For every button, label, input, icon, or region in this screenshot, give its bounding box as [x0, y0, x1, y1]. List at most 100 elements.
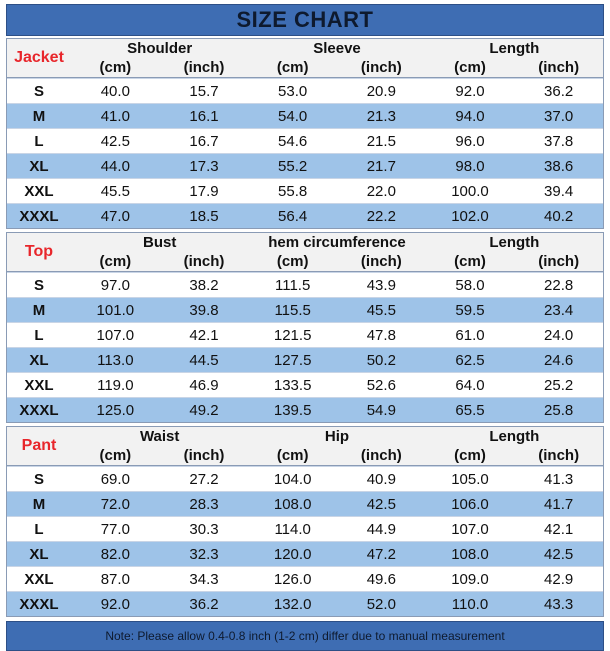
- measurement-cell: 24.6: [544, 351, 574, 369]
- size-label: XXXL: [19, 595, 59, 613]
- measurement-cell: 17.3: [189, 157, 219, 175]
- measurement-cell: 115.5: [274, 301, 311, 319]
- measurement-cell: 104.0: [273, 470, 312, 488]
- column-group: Sleeve (cm) (inch): [248, 39, 425, 77]
- unit-row: (cm) (inch): [71, 252, 248, 271]
- unit-label: (inch): [183, 59, 225, 76]
- measurement-cell: 111.5: [275, 276, 311, 294]
- measurement-cell: 25.8: [544, 401, 574, 419]
- measurement-cell: 45.5: [100, 182, 130, 200]
- measurement-cell: 120.0: [273, 545, 312, 563]
- measurement-cell: 46.9: [189, 376, 219, 394]
- table-row: S 40.0 15.7 53.0 20.9 92.0 36.2: [7, 78, 603, 103]
- measurement-cell: 42.5: [366, 495, 396, 513]
- measurement-cell: 36.2: [544, 82, 574, 100]
- unit-label: (inch): [183, 253, 225, 270]
- unit-row: (cm) (inch): [248, 446, 425, 465]
- column-group: Waist (cm) (inch): [71, 427, 248, 465]
- size-label: XL: [29, 351, 49, 369]
- size-label: L: [34, 520, 44, 538]
- column-group-name: Bust: [142, 234, 177, 251]
- measurement-cell: 42.5: [544, 545, 574, 563]
- measurement-cell: 47.2: [366, 545, 396, 563]
- chart-title-text: SIZE CHART: [236, 7, 374, 32]
- measurement-cell: 41.3: [544, 470, 574, 488]
- measurement-cell: 15.7: [189, 82, 219, 100]
- table-row: L 77.0 30.3 114.0 44.9 107.0 42.1: [7, 516, 603, 541]
- measurement-cell: 39.8: [189, 301, 219, 319]
- measurement-cell: 108.0: [451, 545, 489, 563]
- column-group-name: Length: [489, 234, 540, 251]
- measurement-cell: 16.1: [189, 107, 219, 125]
- measurement-cell: 22.8: [544, 276, 574, 294]
- measurement-cell: 30.3: [189, 520, 219, 538]
- sections-container: Jacket Shoulder (cm) (inch) Sleeve (cm) (inch)…: [6, 38, 604, 617]
- unit-row: (cm) (inch): [71, 58, 248, 77]
- measurement-cell: 49.2: [189, 401, 219, 419]
- table-row: M 41.0 16.1 54.0 21.3 94.0 37.0: [7, 103, 603, 128]
- measurement-cell: 77.0: [100, 520, 130, 538]
- table-row: XL 82.0 32.3 120.0 47.2 108.0 42.5: [7, 541, 603, 566]
- unit-label: (cm): [454, 59, 486, 76]
- measurement-note-text: Note: Please allow 0.4-0.8 inch (1-2 cm)…: [105, 629, 505, 643]
- size-label: XXXL: [19, 401, 59, 419]
- table-row: XXL 119.0 46.9 133.5 52.6 64.0 25.2: [7, 372, 603, 397]
- table-row: L 107.0 42.1 121.5 47.8 61.0 24.0: [7, 322, 603, 347]
- size-chart: SIZE CHART Jacket Shoulder (cm) (inch) Sleev…: [6, 4, 604, 651]
- measurement-cell: 43.9: [366, 276, 396, 294]
- unit-row: (cm) (inch): [426, 446, 603, 465]
- measurement-cell: 113.0: [97, 351, 134, 369]
- table-row: XXXL 125.0 49.2 139.5 54.9 65.5 25.8: [7, 397, 603, 422]
- unit-label: (inch): [360, 447, 402, 464]
- column-group: Hip (cm) (inch): [248, 427, 425, 465]
- unit-row: (cm) (inch): [71, 446, 248, 465]
- measurement-cell: 121.5: [273, 326, 312, 344]
- measurement-cell: 82.0: [100, 545, 130, 563]
- size-label: XL: [29, 157, 49, 175]
- size-label: S: [33, 470, 44, 488]
- measurement-cell: 44.9: [366, 520, 396, 538]
- measurement-cell: 65.5: [455, 401, 485, 419]
- measurement-cell: 69.0: [100, 470, 130, 488]
- measurement-cell: 107.0: [96, 326, 135, 344]
- column-group: Shoulder (cm) (inch): [71, 39, 248, 77]
- measurement-cell: 132.0: [273, 595, 312, 613]
- table-row: XXL 45.5 17.9 55.8 22.0 100.0 39.4: [7, 178, 603, 203]
- unit-label: (inch): [538, 253, 580, 270]
- unit-label: (cm): [99, 59, 132, 76]
- measurement-cell: 58.0: [455, 276, 485, 294]
- measurement-cell: 126.0: [273, 570, 312, 588]
- table-row: XXXL 47.0 18.5 56.4 22.2 102.0 40.2: [7, 203, 603, 228]
- measurement-cell: 45.5: [366, 301, 396, 319]
- column-group: Length (cm) (inch): [426, 233, 603, 271]
- measurement-cell: 98.0: [455, 157, 485, 175]
- measurement-cell: 94.0: [455, 107, 485, 125]
- measurement-cell: 22.0: [366, 182, 396, 200]
- measurement-cell: 27.2: [189, 470, 219, 488]
- measurement-cell: 61.0: [455, 326, 485, 344]
- measurement-cell: 37.8: [544, 132, 574, 150]
- measurement-cell: 44.0: [100, 157, 130, 175]
- measurement-cell: 133.5: [273, 376, 312, 394]
- measurement-cell: 53.0: [278, 82, 308, 100]
- measurement-cell: 87.0: [100, 570, 130, 588]
- measurement-cell: 38.6: [544, 157, 574, 175]
- unit-label: (inch): [538, 59, 580, 76]
- measurement-cell: 110.0: [451, 595, 489, 613]
- measurement-cell: 119.0: [97, 376, 134, 394]
- measurement-cell: 42.1: [544, 520, 574, 538]
- measurement-cell: 21.3: [366, 107, 396, 125]
- size-label: L: [34, 326, 44, 344]
- size-label: L: [34, 132, 44, 150]
- column-group: hem circumference (cm) (inch): [248, 233, 425, 271]
- section-header: Top Bust (cm) (inch) hem circumference (cm) (i…: [7, 233, 603, 272]
- measurement-cell: 101.0: [96, 301, 135, 319]
- measurement-cell: 39.4: [544, 182, 574, 200]
- measurement-cell: 50.2: [366, 351, 396, 369]
- section-jacket: Jacket Shoulder (cm) (inch) Sleeve (cm) (inch)…: [6, 38, 604, 229]
- measurement-cell: 20.9: [366, 82, 396, 100]
- table-row: S 97.0 38.2 111.5 43.9 58.0 22.8: [7, 272, 603, 297]
- measurement-cell: 56.4: [278, 207, 308, 225]
- measurement-cell: 22.2: [366, 207, 396, 225]
- measurement-cell: 96.0: [455, 132, 485, 150]
